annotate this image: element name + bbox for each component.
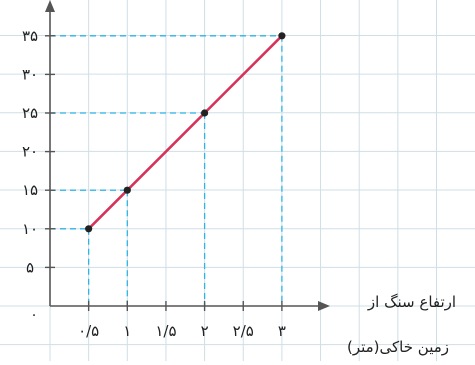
series-line [87,34,284,231]
x-tick-label: ۰/۵ [78,322,99,340]
y-tick-label: ۲۵ [22,104,38,122]
data-point [123,186,131,194]
x-tick-label: ۳ [278,322,286,340]
y-tick-label: ۳۰ [22,65,38,83]
x-tick-label: ۱/۵ [155,322,176,340]
guide-lines [50,35,283,306]
series [85,32,286,233]
x-axis-label-line1: ارتفاع سنگ از [367,293,456,311]
y-tick-label: ۱۰ [22,220,38,238]
x-tick-label: ۲ [201,322,209,340]
y-tick-label: ۳۵ [22,27,38,45]
y-tick-label: ۵ [26,258,34,276]
y-tick-label: ۲۰ [22,143,38,161]
x-axis-label-line2: زمین خاکی(متر) [347,338,449,356]
x-tick-label: ۲/۵ [233,322,254,340]
data-point [201,109,209,117]
y-tick-label: ۱۵ [22,181,38,199]
data-point [278,32,286,40]
axes [45,0,330,311]
x-tick-label: ۱ [123,322,131,340]
origin-label: ۰ [30,307,38,323]
x-axis-arrow [318,301,330,311]
data-point [85,225,93,233]
y-axis-arrow [45,0,55,12]
